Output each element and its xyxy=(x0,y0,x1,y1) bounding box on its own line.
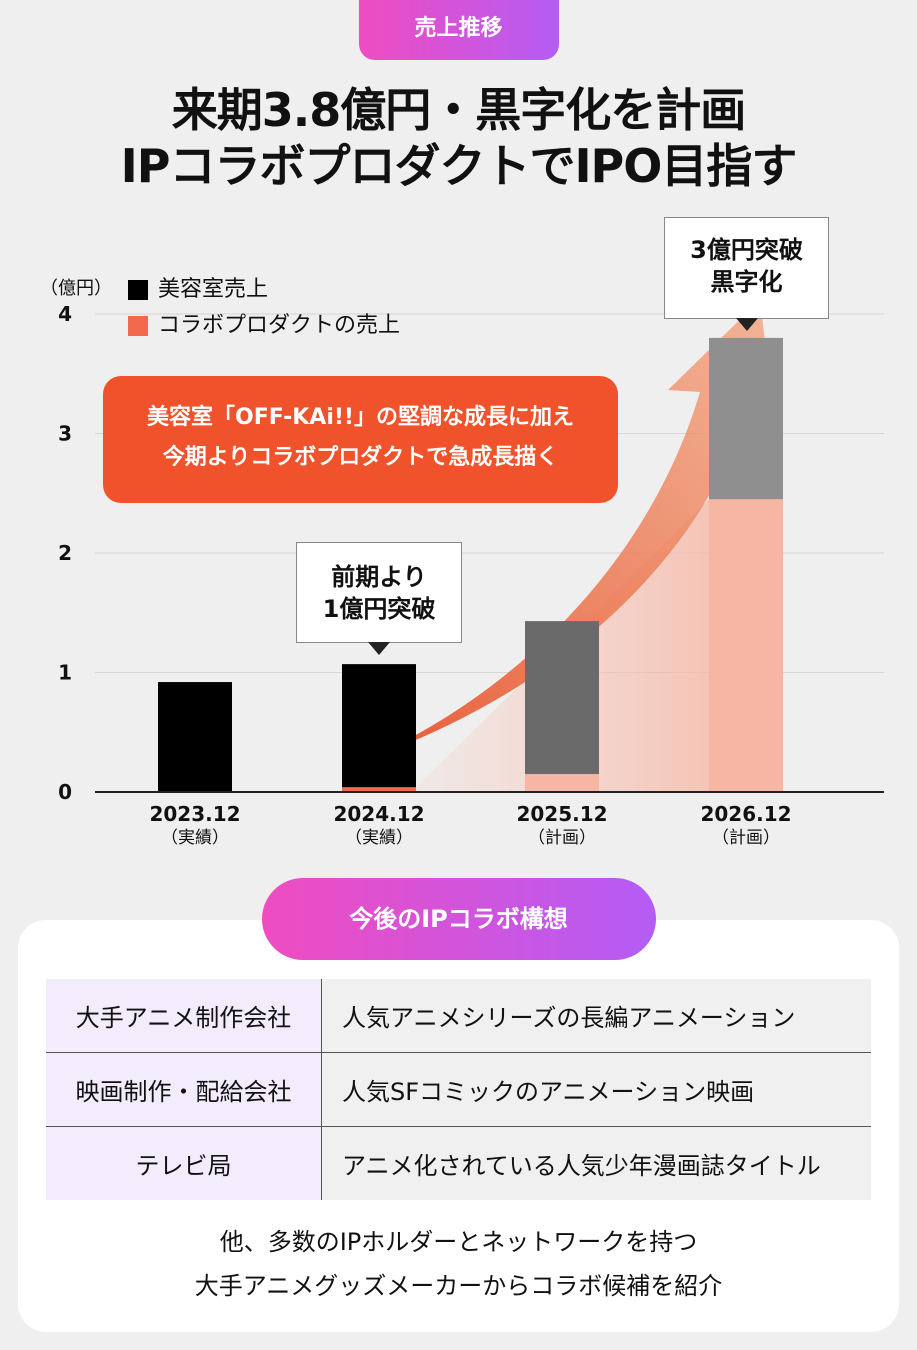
annotation-bubble-2024: 前期より 1億円突破 xyxy=(296,542,462,655)
legend-swatch-collab xyxy=(128,316,148,336)
project-cell: 人気アニメシリーズの長編アニメーション xyxy=(321,979,871,1053)
table-row: テレビ局 アニメ化されている人気少年漫画誌タイトル xyxy=(46,1126,871,1200)
section-badge-collab-plan: 今後のIPコラボ構想 xyxy=(261,878,656,960)
partner-cell: テレビ局 xyxy=(46,1126,322,1200)
x-label-2025: 2025.12 （計画） xyxy=(472,801,652,849)
bar-collab-2025.12 xyxy=(525,774,599,792)
project-cell: アニメ化されている人気少年漫画誌タイトル xyxy=(321,1126,871,1200)
section-badge-sales: 売上推移 xyxy=(358,0,559,60)
bubble-2024-line-1: 前期より xyxy=(331,563,427,591)
bubble-pointer-icon xyxy=(368,642,390,655)
y-tick-label: 1 xyxy=(58,661,72,685)
bubble-pointer-icon xyxy=(735,318,758,331)
growth-callout: 美容室「OFF-KAi!!」の堅調な成長に加え 今期よりコラボプロダクトで急成長… xyxy=(103,376,618,503)
legend-item-collab: コラボプロダクトの売上 xyxy=(128,308,400,344)
bar-salon-2023.12 xyxy=(158,682,232,792)
growth-callout-line-2: 今期よりコラボプロダクトで急成長描く xyxy=(162,445,559,470)
bar-salon-2025.12 xyxy=(525,621,599,775)
title-line-2: IPコラボプロダクトでIPO目指す xyxy=(120,139,798,193)
x-tick-status: （実績） xyxy=(161,828,229,848)
y-axis-unit: （億円） xyxy=(40,278,112,299)
table-row: 大手アニメ制作会社 人気アニメシリーズの長編アニメーション xyxy=(46,979,871,1053)
x-tick-label: 2026.12 xyxy=(700,802,792,826)
legend-item-salon: 美容室売上 xyxy=(128,272,400,308)
x-label-2024: 2024.12 （実績） xyxy=(289,801,469,849)
x-tick-status: （実績） xyxy=(345,828,413,848)
bubble-2024-line-2: 1億円突破 xyxy=(322,595,436,623)
legend-label-salon: 美容室売上 xyxy=(158,277,269,302)
partner-cell: 映画制作・配給会社 xyxy=(46,1052,322,1127)
table-row: 映画制作・配給会社 人気SFコミックのアニメーション映画 xyxy=(46,1052,871,1127)
title-line-1: 来期3.8億円・黒字化を計画 xyxy=(171,83,747,137)
annotation-bubble-2026: 3億円突破 黒字化 xyxy=(664,217,829,331)
page-title: 来期3.8億円・黒字化を計画 IPコラボプロダクトでIPO目指す xyxy=(0,82,917,194)
x-label-2026: 2026.12 （計画） xyxy=(656,801,836,849)
footer-line-1: 他、多数のIPホルダーとネットワークを持つ xyxy=(219,1228,698,1256)
x-tick-status: （計画） xyxy=(528,828,596,848)
bar-salon-2024.12 xyxy=(342,664,416,788)
y-tick-label: 2 xyxy=(58,541,72,565)
bar-collab-2026.12 xyxy=(709,499,783,792)
footer-line-2: 大手アニメグッズメーカーからコラボ候補を紹介 xyxy=(194,1272,723,1300)
x-tick-label: 2025.12 xyxy=(516,802,608,826)
partner-cell: 大手アニメ制作会社 xyxy=(46,979,322,1053)
project-cell: 人気SFコミックのアニメーション映画 xyxy=(321,1052,871,1127)
x-tick-status: （計画） xyxy=(712,828,780,848)
bar-collab-2024.12 xyxy=(342,787,416,792)
bubble-2026-line-2: 黒字化 xyxy=(710,268,783,296)
growth-callout-line-1: 美容室「OFF-KAi!!」の堅調な成長に加え xyxy=(147,405,574,430)
x-label-2023: 2023.12 （実績） xyxy=(105,801,285,849)
bubble-2026-line-1: 3億円突破 xyxy=(690,236,803,264)
x-tick-label: 2023.12 xyxy=(149,802,241,826)
y-tick-label: 0 xyxy=(58,780,72,804)
collab-plan-table: 大手アニメ制作会社 人気アニメシリーズの長編アニメーション 映画制作・配給会社 … xyxy=(46,979,871,1200)
sales-chart: 0 1 2 3 4 xyxy=(58,300,884,804)
legend-swatch-salon xyxy=(128,280,148,300)
y-tick-label: 4 xyxy=(58,302,72,326)
chart-legend: 美容室売上 コラボプロダクトの売上 xyxy=(128,272,400,344)
legend-label-collab: コラボプロダクトの売上 xyxy=(158,313,401,338)
x-tick-label: 2024.12 xyxy=(333,802,425,826)
bar-salon-2026.12 xyxy=(709,337,783,500)
footer-note: 他、多数のIPホルダーとネットワークを持つ 大手アニメグッズメーカーからコラボ候… xyxy=(0,1220,917,1308)
y-tick-label: 3 xyxy=(58,422,72,446)
